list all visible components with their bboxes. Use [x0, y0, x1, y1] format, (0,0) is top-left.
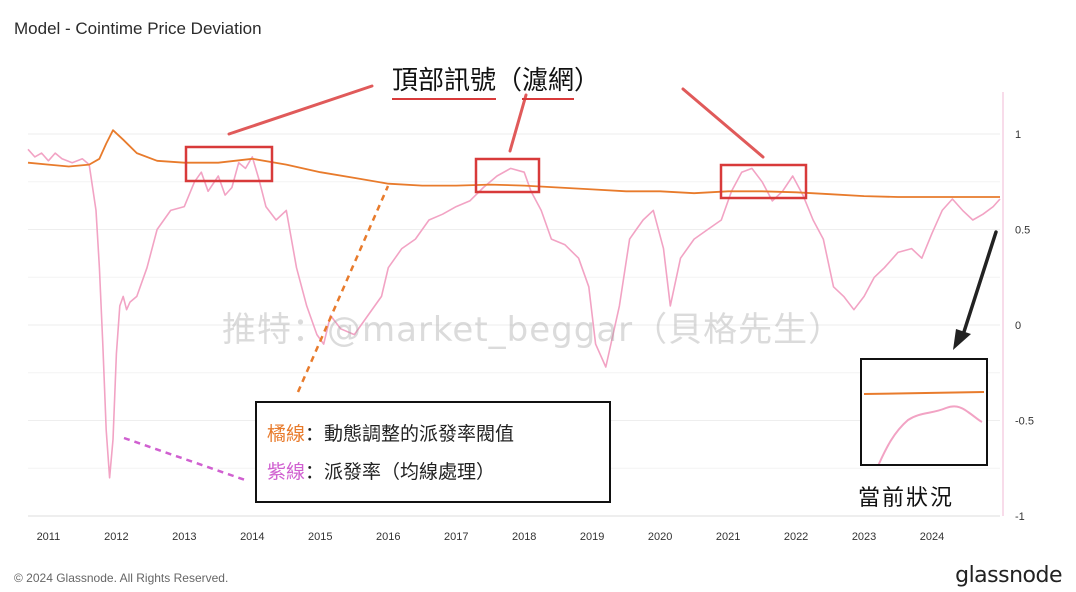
inset-threshold-line	[863, 391, 985, 395]
current-status-arrowhead	[953, 329, 971, 350]
x-tick-label: 2020	[648, 531, 672, 543]
current-status-arrow	[960, 230, 998, 340]
threshold-pointer	[296, 185, 390, 393]
copyright-text: © 2024 Glassnode. All Rights Reserved.	[14, 571, 229, 585]
x-tick-label: 2015	[308, 531, 332, 543]
current-status-label: 當前狀況	[858, 486, 955, 511]
x-tick-label: 2024	[920, 531, 944, 543]
current-status-inset	[860, 358, 988, 466]
chart-title: Model - Cointime Price Deviation	[14, 19, 262, 38]
top-signal-annotation: 頂部訊號（濾網）	[392, 60, 601, 100]
series-line-threshold	[27, 129, 1000, 198]
series-line-distribution_rate	[27, 148, 1001, 479]
legend-key-orange: 橘線	[267, 423, 306, 445]
top-signal-connector	[227, 84, 374, 136]
x-tick-label: 2018	[512, 531, 536, 543]
top-signal-paren-inner: 濾網	[522, 66, 575, 100]
x-tick-label: 2016	[376, 531, 400, 543]
x-tick-label: 2012	[104, 531, 128, 543]
top-signal-main: 頂部訊號	[392, 66, 497, 100]
right-axis: 1 0.5 0 -0.5 -1	[1002, 92, 1034, 523]
x-tick-label: 2013	[172, 531, 196, 543]
x-axis: 2011 2012 2013 2014 2015 2016 2017 2018 2019 2020…	[28, 515, 1000, 543]
legend-key-purple: 紫線	[267, 461, 306, 483]
legend-row-rate: 紫線：派發率（均線處理）	[267, 453, 609, 491]
y-tick-label: 0.5	[1015, 225, 1030, 237]
x-tick-label: 2022	[784, 531, 808, 543]
series-layer	[27, 129, 1001, 479]
legend-box: 橘線：動態調整的派發率閥值 紫線：派發率（均線處理）	[255, 401, 611, 503]
y-tick-label: 0	[1015, 320, 1021, 332]
x-tick-label: 2021	[716, 531, 740, 543]
y-tick-label: -0.5	[1015, 416, 1034, 428]
top-signal-box	[719, 163, 808, 200]
inset-zoom-plot	[863, 391, 985, 464]
x-tick-label: 2011	[37, 531, 61, 543]
top-signal-box	[184, 145, 274, 183]
legend-row-threshold: 橘線：動態調整的派發率閥值	[267, 415, 609, 453]
top-signal-paren-close: ）	[574, 66, 601, 96]
top-signal-connector	[508, 93, 528, 153]
x-tick-label: 2023	[852, 531, 876, 543]
y-tick-label: -1	[1015, 511, 1025, 523]
top-signal-connector	[681, 87, 765, 159]
x-tick-label: 2019	[580, 531, 604, 543]
legend-desc-purple: ：派發率（均線處理）	[305, 461, 496, 483]
top-signal-paren-open: （	[496, 66, 523, 96]
x-tick-label: 2017	[444, 531, 468, 543]
watermark: 推特：@market_beggar（貝格先生）	[222, 310, 844, 350]
y-tick-label: 1	[1015, 129, 1021, 141]
annotation-layer	[123, 84, 998, 483]
brand-logo: glassnode	[955, 563, 1062, 588]
x-tick-label: 2014	[240, 531, 264, 543]
top-signal-box	[474, 157, 541, 194]
rate-pointer	[123, 436, 249, 483]
legend-desc-orange: ：動態調整的派發率閥值	[305, 423, 515, 445]
inset-rate-line	[877, 405, 983, 464]
